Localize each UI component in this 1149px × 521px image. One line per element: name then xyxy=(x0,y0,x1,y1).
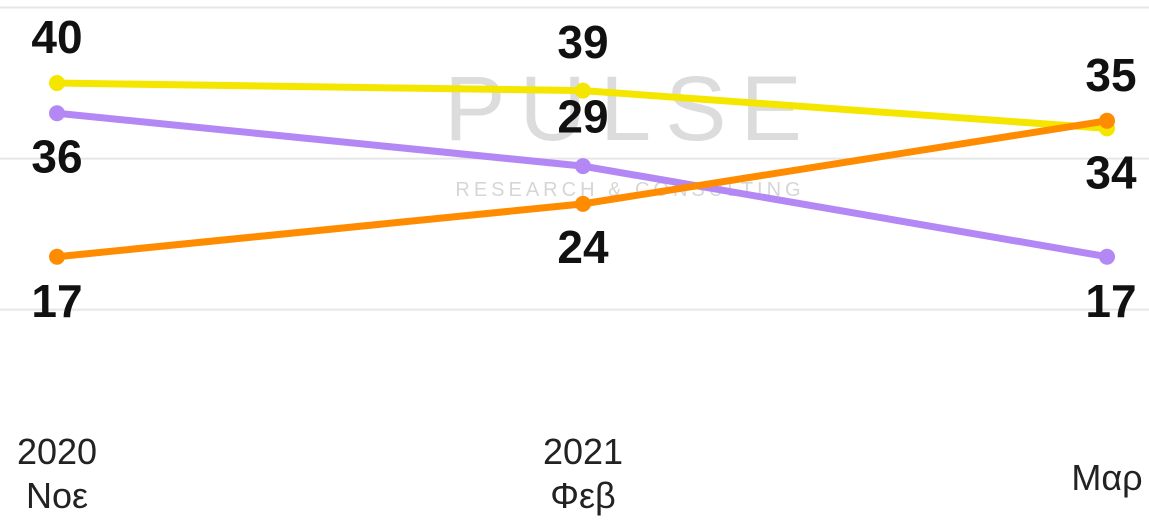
x-tick-label: 2021 Φεβ xyxy=(542,431,624,516)
watermark-brand: PULSE xyxy=(444,58,816,160)
data-label: 40 xyxy=(31,11,82,63)
marker xyxy=(575,158,591,175)
marker xyxy=(575,195,591,212)
data-label: 29 xyxy=(557,90,608,142)
marker xyxy=(1099,248,1115,265)
x-tick-label: 2020 Νοε xyxy=(16,431,98,516)
marker xyxy=(49,105,65,122)
marker xyxy=(575,82,591,99)
data-label: 17 xyxy=(1085,275,1136,327)
data-label: 35 xyxy=(1085,49,1136,101)
data-label: 34 xyxy=(1085,147,1137,199)
data-label: 24 xyxy=(557,221,609,273)
marker xyxy=(49,248,65,265)
x-tick-label: Μαρ xyxy=(1071,457,1143,498)
data-label: 39 xyxy=(557,16,608,68)
marker xyxy=(1099,112,1115,129)
data-label: 17 xyxy=(31,275,82,327)
marker xyxy=(49,75,65,92)
data-label: 36 xyxy=(31,130,82,182)
